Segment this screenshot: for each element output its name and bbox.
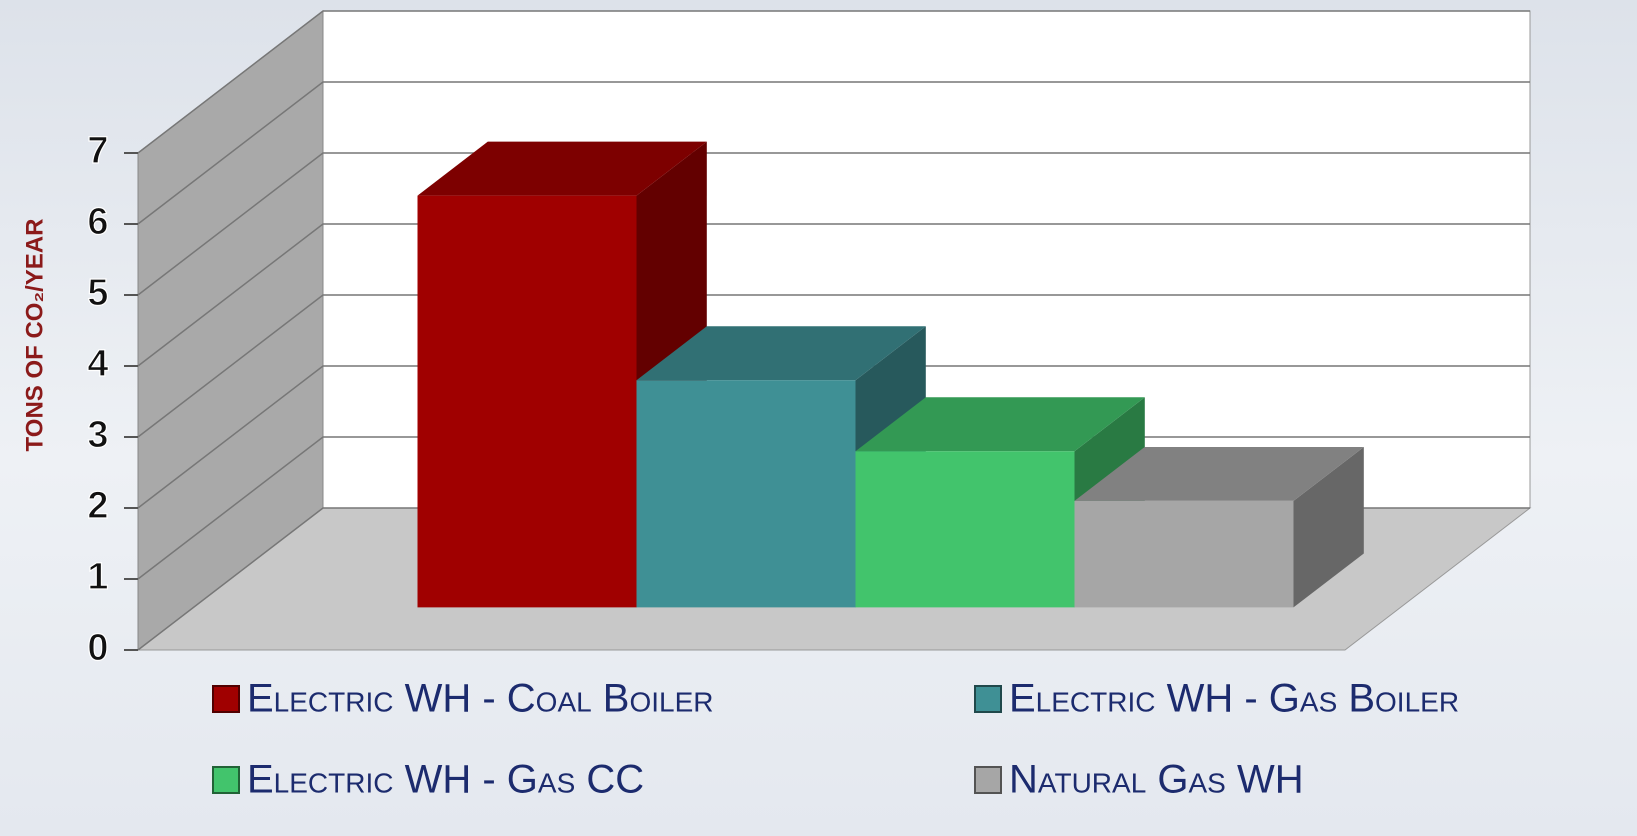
legend-label: Electric WH - Coal Boiler: [247, 677, 714, 721]
bar: [637, 380, 856, 607]
legend-swatch: [975, 767, 1001, 793]
y-tick-label: 3: [87, 414, 108, 456]
legend-label: Natural Gas WH: [1009, 758, 1304, 802]
bar: [856, 451, 1075, 607]
y-tick-label: 1: [87, 556, 108, 598]
bar: [1075, 501, 1294, 608]
y-tick-label: 0: [87, 627, 108, 669]
y-tick-label: 5: [87, 272, 108, 314]
chart: TONS OF CO₂/YEAR 0 1 2 3 4 5 6 7 Electric WH - C…: [0, 0, 1637, 836]
bar: [418, 196, 637, 608]
y-tick-label: 4: [87, 343, 108, 385]
legend-swatch: [975, 686, 1001, 712]
y-axis-label: TONS OF CO₂/YEAR: [21, 219, 48, 452]
legend-label: Electric WH - Gas Boiler: [1009, 677, 1459, 721]
y-tick-label: 6: [87, 201, 108, 243]
y-tick-label: 7: [87, 130, 108, 172]
y-tick-label: 2: [87, 485, 108, 527]
legend-label: Electric WH - Gas CC: [247, 758, 644, 802]
legend-swatch: [213, 767, 239, 793]
legend-swatch: [213, 686, 239, 712]
